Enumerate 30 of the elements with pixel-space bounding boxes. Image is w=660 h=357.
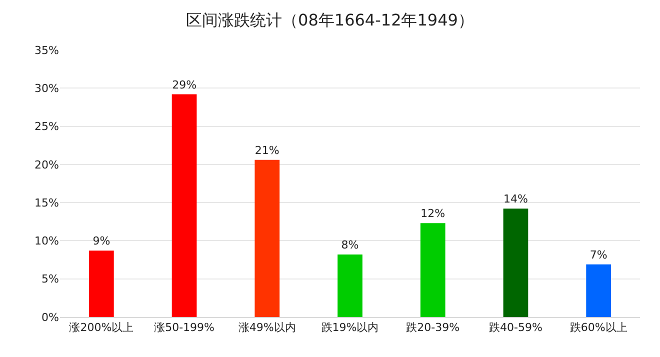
chart-title: 区间涨跌统计（08年1664-12年1949） xyxy=(186,10,474,30)
x-tick-label: 涨50-199% xyxy=(154,321,214,334)
x-tick-label: 涨49%以内 xyxy=(238,321,296,334)
data-label: 12% xyxy=(420,207,446,220)
data-label: 7% xyxy=(590,248,608,262)
data-label: 29% xyxy=(172,78,197,92)
x-tick-label: 跌20-39% xyxy=(406,321,460,334)
y-tick-label: 25% xyxy=(34,120,59,134)
data-label: 21% xyxy=(254,144,280,157)
bar xyxy=(172,94,197,317)
bar xyxy=(89,250,114,317)
x-tick-label: 跌40-59% xyxy=(489,321,542,334)
y-tick-label: 20% xyxy=(34,158,59,172)
bar xyxy=(254,160,280,317)
y-tick-label: 30% xyxy=(34,82,59,95)
x-tick-label: 跌60%以上 xyxy=(570,321,628,334)
bar xyxy=(420,223,446,317)
data-label: 8% xyxy=(341,238,359,252)
y-tick-label: 10% xyxy=(34,234,59,248)
y-tick-label: 35% xyxy=(34,44,59,57)
x-tick-label: 涨200%以上 xyxy=(69,321,134,334)
y-tick-label: 5% xyxy=(42,272,59,286)
bar xyxy=(586,264,611,317)
y-tick-label: 0% xyxy=(42,310,59,324)
y-tick-label: 15% xyxy=(34,196,59,210)
bar xyxy=(503,208,528,317)
data-label: 9% xyxy=(92,234,110,248)
data-label: 14% xyxy=(503,192,528,206)
x-tick-label: 跌19%以内 xyxy=(321,321,379,334)
bar xyxy=(338,254,362,317)
